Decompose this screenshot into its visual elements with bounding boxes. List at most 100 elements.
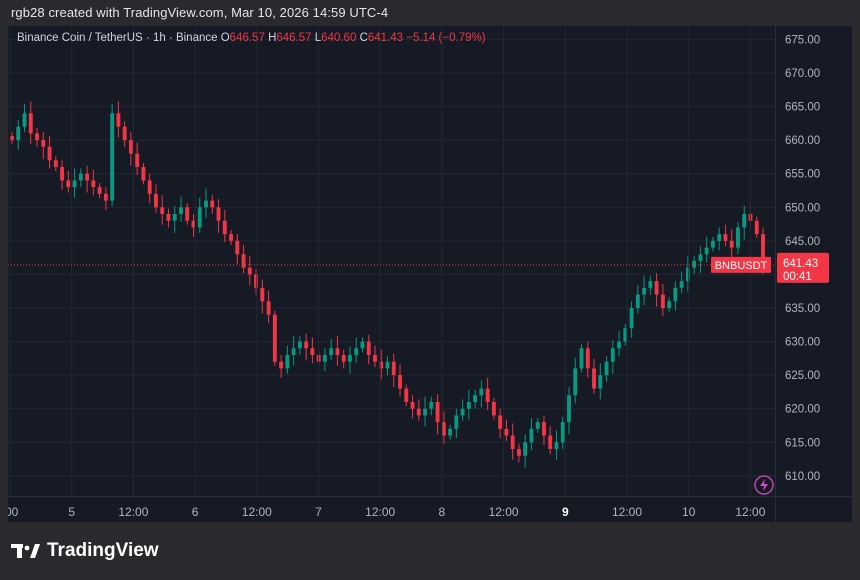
chart-panel[interactable]: 675.00 670.00 665.00 660.00 655.00 650.00 645.… <box>8 26 852 522</box>
candle-body <box>567 395 571 423</box>
lightning-icon-bolt <box>760 479 768 491</box>
y-tick-label: 645.00 <box>785 236 820 248</box>
candle-body <box>723 234 728 241</box>
candle-body <box>648 281 653 288</box>
y-tick-label: 610.00 <box>785 471 820 483</box>
x-tick-label: 12:00 <box>489 505 519 519</box>
candle-body <box>28 113 33 134</box>
candle-body <box>204 200 208 208</box>
candle-body <box>373 355 377 362</box>
candle-body <box>53 160 58 167</box>
candle-body <box>341 355 346 362</box>
candle-body <box>692 261 697 268</box>
candle-body <box>498 415 503 429</box>
candle-body <box>41 140 46 147</box>
candle-body <box>385 361 390 369</box>
candle-body <box>761 234 765 265</box>
candle-body <box>297 341 302 349</box>
x-tick-label: 9 <box>562 505 569 519</box>
candle-body <box>510 435 515 449</box>
candle-body <box>260 287 265 302</box>
y-tick-label: 665.00 <box>785 102 820 114</box>
last-price-label: 641.43 <box>783 258 818 270</box>
y-tick-label: 635.00 <box>785 303 820 315</box>
candle-body <box>310 348 315 355</box>
candle-body <box>72 180 77 188</box>
candle-body <box>573 368 578 396</box>
candle-body <box>398 375 402 389</box>
candle-body <box>742 214 747 228</box>
candle-body <box>266 301 271 315</box>
candle-body <box>554 442 559 449</box>
candle-body <box>354 348 359 355</box>
legend-change: −5.14 (−0.79%) <box>406 32 486 44</box>
candle-body <box>642 287 647 295</box>
candle-body <box>516 449 521 456</box>
candle-body <box>22 113 27 127</box>
candle-body <box>304 341 309 349</box>
candle-body <box>623 328 628 342</box>
candle-body <box>235 240 240 255</box>
candle-body <box>379 361 384 369</box>
legend-high-label: H <box>268 32 277 44</box>
tradingview-logo[interactable]: TradingView <box>11 540 159 562</box>
candle-body <box>410 402 415 409</box>
candle-body <box>441 422 446 436</box>
candle-body <box>610 348 615 362</box>
candle-body <box>592 368 596 389</box>
candle-body <box>729 240 734 248</box>
candle-body <box>504 428 509 436</box>
candle-body <box>60 167 65 181</box>
candle-body <box>579 348 584 369</box>
candle-body <box>103 193 108 201</box>
x-tick-label: 7 <box>315 505 322 519</box>
candle-body <box>717 234 722 241</box>
legend-open-label: O <box>220 32 230 44</box>
y-tick-label: 650.00 <box>785 202 820 214</box>
candle-body <box>154 193 158 208</box>
candle-body <box>35 133 39 141</box>
candle-body <box>604 361 609 376</box>
y-tick-label: 615.00 <box>785 437 820 449</box>
candle-body <box>247 267 252 275</box>
candle-body <box>160 207 165 214</box>
candle-body <box>460 408 465 416</box>
candle-body <box>454 415 459 429</box>
candle-body <box>523 442 528 456</box>
countdown-label: 00:41 <box>783 271 812 283</box>
candle-body <box>110 113 115 201</box>
candle-body <box>285 355 290 369</box>
candle-body <box>548 435 553 449</box>
candle-body <box>617 341 621 349</box>
brand-name: TradingView <box>47 540 159 561</box>
candlestick-chart[interactable]: 675.00 670.00 665.00 660.00 655.00 650.00 645.… <box>8 26 852 522</box>
candle-body <box>629 308 634 329</box>
y-tick-label: 660.00 <box>785 135 820 147</box>
candle-body <box>185 207 190 221</box>
legend-symbol: Binance Coin / TetherUS · 1h · Binance <box>17 32 218 44</box>
candle-body <box>479 388 484 396</box>
candle-body <box>241 254 246 268</box>
candle-body <box>560 422 565 443</box>
attribution-text: rgb28 created with TradingView.com, Mar … <box>11 5 389 20</box>
candle-body <box>197 207 202 228</box>
candle-body <box>754 220 759 235</box>
candle-body <box>660 294 665 308</box>
candle-body <box>179 207 183 214</box>
candle-body <box>222 220 227 235</box>
candle-body <box>366 341 371 355</box>
candle-body <box>435 402 440 423</box>
x-tick-label: 12:00 <box>735 505 765 519</box>
candle-body <box>535 422 540 429</box>
lightning-icon[interactable] <box>754 475 774 495</box>
candle-body <box>10 136 14 141</box>
legend-close-value: 641.43 <box>367 32 404 44</box>
y-tick-label: 620.00 <box>785 404 820 416</box>
x-tick-label: 12:00 <box>242 505 272 519</box>
candle-body <box>679 281 684 288</box>
candle-body <box>485 388 490 402</box>
candle-body <box>529 428 534 443</box>
y-tick-label: 655.00 <box>785 169 820 181</box>
y-tick-label: 670.00 <box>785 68 820 80</box>
candle-body <box>685 267 690 282</box>
